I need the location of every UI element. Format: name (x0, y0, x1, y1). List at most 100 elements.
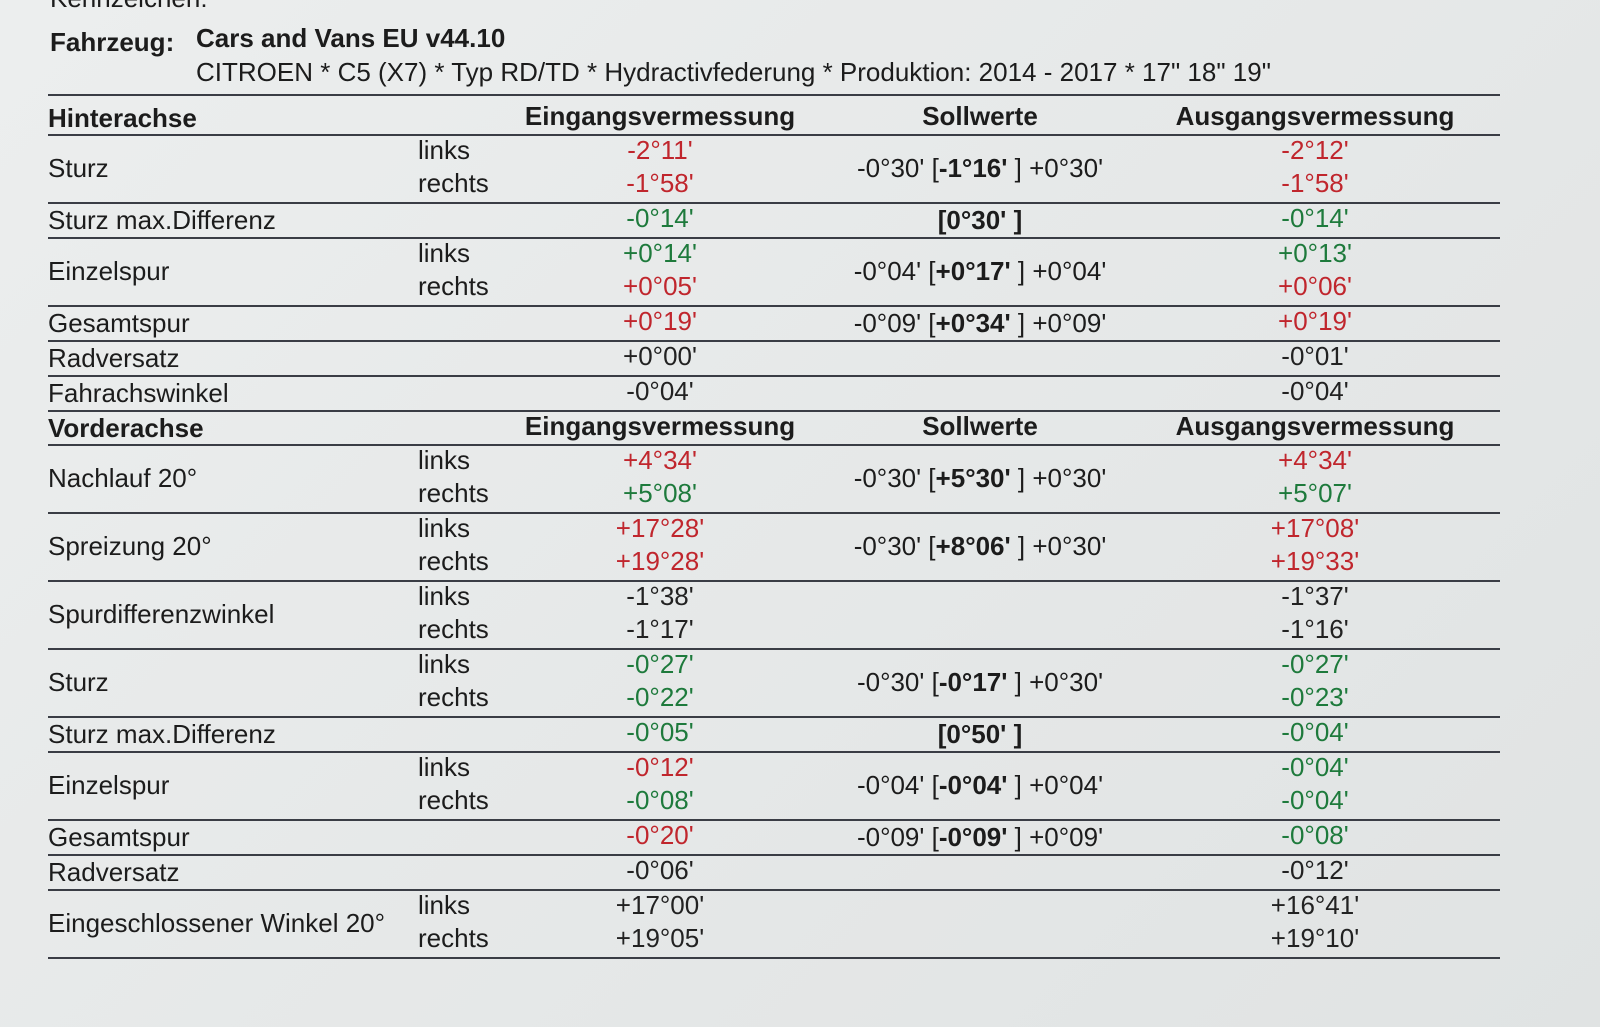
measured-value: -0°20' (626, 820, 694, 850)
row-label: Einzelspur (48, 256, 170, 286)
target-tolerance: -0°30' [ (853, 531, 936, 561)
column-header: Eingangsvermessung (524, 411, 796, 441)
measured-value: +5°07' (1278, 478, 1352, 508)
column-header: Sollwerte (922, 101, 1038, 131)
measured-value: -1°58' (626, 168, 694, 198)
target-nominal: [0°30' ] (937, 204, 1023, 235)
target-tolerance: ] +0°30' (1010, 463, 1107, 493)
cut-text: Kennzeichen: (50, 0, 208, 14)
row-label: Radversatz (48, 342, 180, 373)
side-label: rechts (418, 478, 489, 508)
measured-value: +19°28' (615, 546, 705, 576)
column-header: Sollwerte (922, 411, 1038, 441)
target-value: -0°30' [+8°06' ] +0°30' (854, 530, 1107, 562)
rule (48, 340, 1500, 342)
rule (48, 889, 1500, 891)
rule (48, 305, 1500, 307)
measured-value: -1°37' (1281, 581, 1349, 611)
measured-value: -0°22' (626, 682, 694, 712)
target-nominal: -0°04' (938, 770, 1008, 800)
side-label: links (418, 890, 471, 920)
measured-value: -2°11' (627, 135, 693, 165)
measured-value: -0°14' (1281, 203, 1349, 233)
measured-value: -0°08' (1281, 820, 1349, 850)
target-tolerance: ] +0°30' (1007, 667, 1104, 697)
measured-value: +17°28' (615, 513, 705, 543)
row-label: Spreizung 20° (48, 531, 212, 561)
target-value: -0°09' [-0°09' ] +0°09' (857, 821, 1103, 853)
measured-value: +19°10' (1270, 923, 1360, 953)
measured-value: -0°12' (1281, 855, 1349, 885)
rule (48, 854, 1500, 856)
target-tolerance: ] +0°04' (1010, 256, 1107, 286)
measured-value: +4°34' (623, 445, 697, 475)
measured-value: +0°05' (623, 271, 697, 301)
measured-value: +0°14' (623, 238, 697, 268)
measured-value: -0°08' (626, 785, 694, 815)
row-label: Radversatz (48, 856, 180, 887)
rule (48, 202, 1500, 204)
measured-value: -0°27' (626, 649, 694, 679)
target-tolerance: -0°09' [ (853, 307, 936, 338)
rule (48, 94, 1500, 96)
measured-value: -0°04' (626, 376, 694, 406)
target-value: -0°30' [-1°16' ] +0°30' (857, 152, 1103, 184)
measured-value: +17°00' (615, 890, 705, 920)
target-value: -0°30' [+5°30' ] +0°30' (854, 462, 1107, 494)
side-label: rechts (418, 271, 489, 301)
target-value: -0°09' [+0°34' ] +0°09' (854, 307, 1107, 339)
target-tolerance: ] +0°30' (1007, 153, 1104, 183)
measured-value: +4°34' (1278, 445, 1352, 475)
side-label: links (418, 752, 471, 782)
measured-value: -0°12' (626, 752, 694, 782)
rule (48, 716, 1500, 718)
measured-value: +16°41' (1270, 890, 1360, 920)
measured-value: -1°58' (1281, 168, 1349, 198)
target-nominal: -0°17' (938, 667, 1008, 697)
rule (48, 957, 1500, 959)
measured-value: -0°04' (1281, 376, 1349, 406)
target-value: -0°30' [-0°17' ] +0°30' (857, 666, 1103, 698)
row-label: Nachlauf 20° (48, 463, 198, 493)
rule (48, 410, 1500, 412)
measured-value: -0°06' (626, 855, 694, 885)
target-nominal: +8°06' (935, 531, 1011, 561)
measured-value: -1°17' (626, 614, 694, 644)
side-label: links (418, 445, 471, 475)
side-label: links (418, 649, 471, 679)
rule (48, 512, 1500, 514)
subtitle: CITROEN * C5 (X7) * Typ RD/TD * Hydracti… (196, 57, 1271, 87)
measured-value: -0°23' (1281, 682, 1349, 712)
row-label: Sturz max.Differenz (48, 204, 276, 235)
target-tolerance: -0°09' [ (856, 821, 939, 852)
measured-value: -0°14' (626, 203, 694, 233)
target-value: -0°04' [+0°17' ] +0°04' (854, 255, 1107, 287)
side-label: links (418, 581, 471, 611)
target-nominal: -1°16' (938, 153, 1008, 183)
target-nominal: +0°34' (935, 307, 1011, 338)
side-label: rechts (418, 168, 489, 198)
section-title: Hinterachse (48, 103, 197, 133)
measured-value: -0°01' (1281, 341, 1349, 371)
rule (48, 648, 1500, 650)
side-label: rechts (418, 614, 489, 644)
row-label: Fahrachswinkel (48, 377, 229, 408)
measured-value: +0°19' (623, 306, 697, 336)
row-label: Einzelspur (48, 770, 170, 800)
row-label: Sturz (48, 153, 109, 183)
target-nominal: [0°50' ] (937, 718, 1023, 749)
measured-value: -1°16' (1281, 614, 1349, 644)
rule (48, 444, 1500, 446)
measured-value: +19°33' (1270, 546, 1360, 576)
rule (48, 751, 1500, 753)
section-title: Vorderachse (48, 413, 204, 443)
measured-value: -0°04' (1281, 752, 1349, 782)
rule (48, 375, 1500, 377)
target-tolerance: ] +0°09' (1010, 307, 1107, 338)
rule (48, 134, 1500, 136)
measured-value: -0°04' (1281, 717, 1349, 747)
measured-value: +0°13' (1278, 238, 1352, 268)
measured-value: +0°06' (1278, 271, 1352, 301)
row-label: Eingeschlossener Winkel 20° (48, 908, 386, 938)
